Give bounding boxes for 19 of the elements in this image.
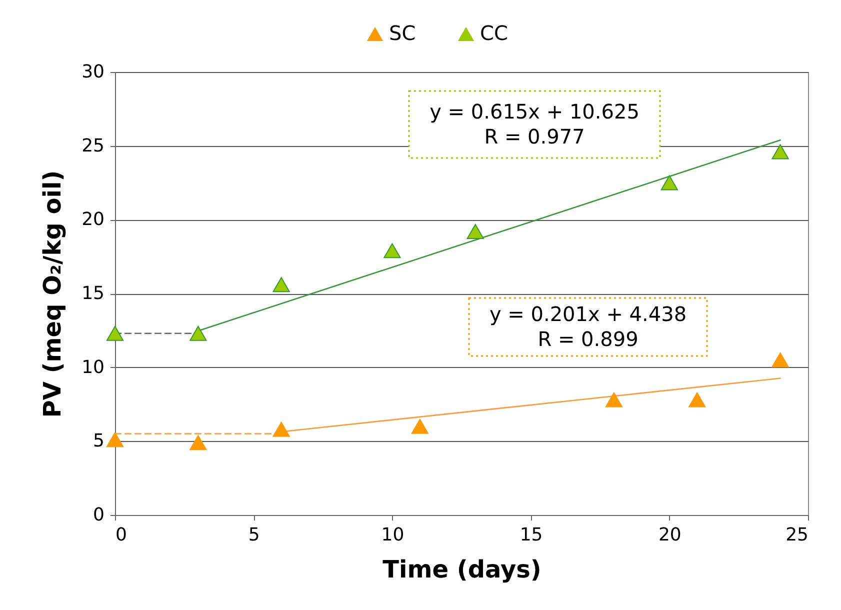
y-tick-label: 10 [82, 356, 104, 378]
y-tick-label: 25 [82, 135, 104, 156]
x-tick-label: 20 [658, 524, 682, 546]
y-tick-label: 20 [82, 209, 104, 230]
x-tick-label: 25 [786, 524, 808, 546]
legend-label: CC [480, 21, 508, 45]
x-tick-label: 10 [381, 524, 404, 546]
x-tick-label: 0 [116, 524, 127, 546]
x-tick-label: 15 [520, 524, 543, 546]
y-tick-label: 30 [82, 62, 104, 82]
x-axis-title: Time (days) [382, 556, 542, 584]
annotation: y = 0.201x + 4.438 R = 0.899 [489, 302, 687, 351]
x-tick-label: 5 [248, 524, 260, 546]
legend-label: SC [389, 21, 416, 45]
y-tick-label: 15 [82, 283, 104, 304]
y-tick-label: 0 [93, 504, 104, 526]
y-tick-label: 5 [93, 430, 104, 452]
annotation: y = 0.615x + 10.625 R = 0.977 [430, 100, 640, 148]
y-axis-title: PV (meq O₂/kg oil) [38, 170, 67, 418]
